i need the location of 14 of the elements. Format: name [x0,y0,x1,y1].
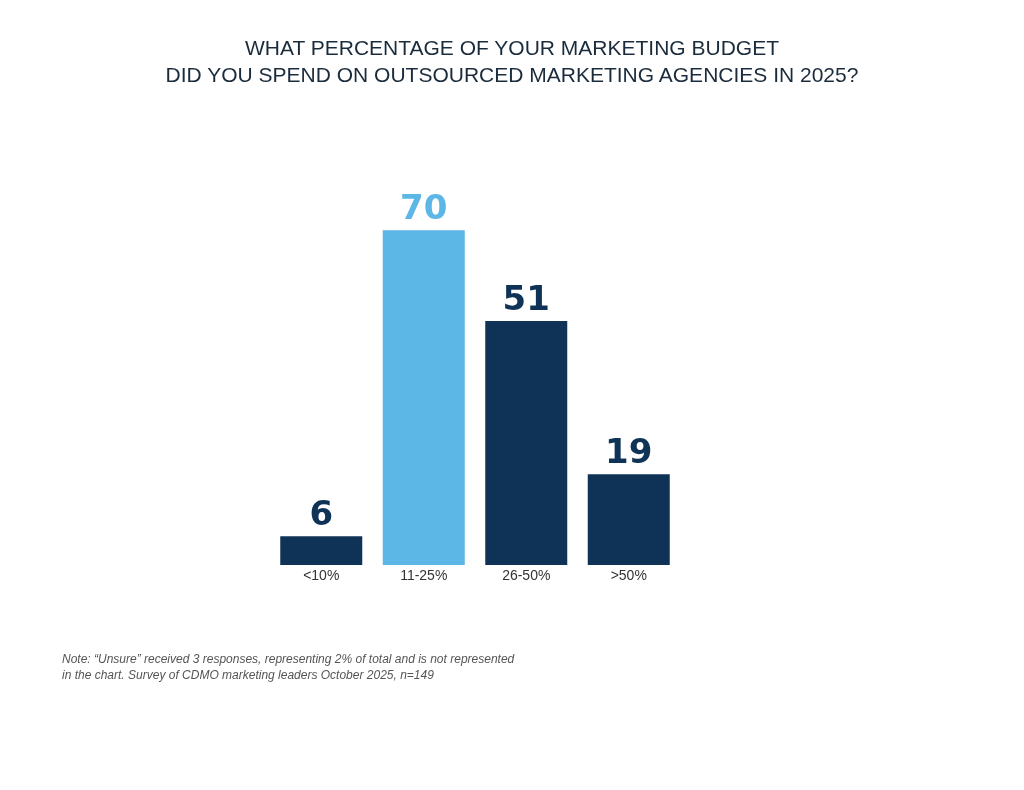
data-label: 51 [502,278,550,319]
x-tick-label: >50% [610,567,647,583]
chart-title: WHAT PERCENTAGE OF YOUR MARKETING BUDGET DID YOU SPEND ON OUTSOURCED MARKETING AGENCIES IN 2025? [165,36,859,87]
x-tick-label: <10% [303,567,340,583]
bar [485,321,568,565]
text: Note: “Unsure” received 3 responses, representing 2% of total and is not represented in the chart. Survey of CDMO marketing leaders October 2025, n=149 [62,652,515,682]
data-label: 70 [400,187,448,228]
bar [382,230,465,565]
data-label: 6 [309,493,334,534]
bar [587,474,670,565]
x-tick-label: 26-50% [502,567,551,583]
x-tick-label: 11-25% [400,567,448,583]
data-label: 19 [605,431,653,472]
bar [280,536,363,565]
